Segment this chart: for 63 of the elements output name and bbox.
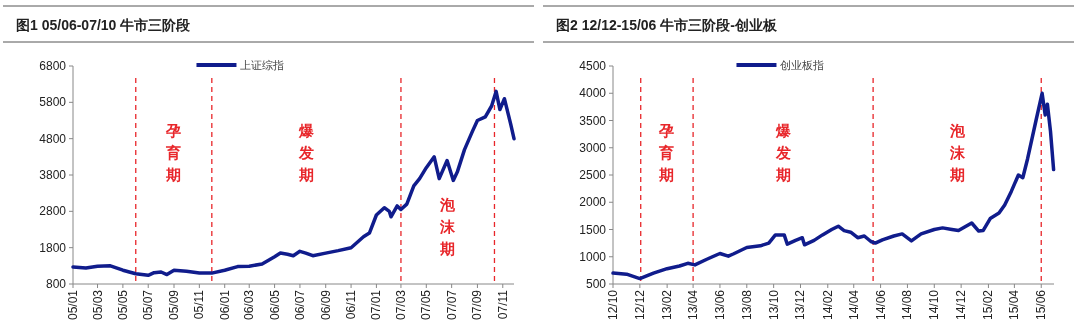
- x-tick-label: 13/08: [739, 289, 754, 321]
- chart-title: 图2 12/12-15/06 牛市三阶段-创业板: [556, 17, 778, 33]
- x-tick-label: 07/11: [495, 289, 510, 320]
- annotation: 爆发期: [774, 122, 792, 184]
- line-series: [71, 89, 516, 278]
- y-tick-label: 3500: [579, 113, 607, 128]
- y-tick-label: 4000: [579, 86, 607, 101]
- x-tick-label: 14/12: [954, 289, 969, 321]
- x-tick-label: 05/09: [167, 289, 181, 321]
- x-tick-label: 05/05: [115, 289, 130, 321]
- x-tick-label: 07/09: [470, 289, 485, 321]
- x-tick-label: 13/12: [793, 289, 808, 321]
- x-tick-label: 13/10: [766, 289, 781, 321]
- x-tick-label: 14/02: [820, 289, 835, 321]
- y-tick-label: 1800: [39, 240, 67, 255]
- x-tick-label: 06/05: [267, 289, 282, 321]
- line-series: [611, 91, 1056, 281]
- x-tick-label: 14/04: [846, 289, 861, 321]
- y-tick-label: 3000: [579, 140, 607, 155]
- chart-title: 图1 05/06-07/10 牛市三阶段: [16, 17, 192, 33]
- annotation: 孕育期: [658, 122, 675, 184]
- x-tick-label: 05/01: [66, 289, 80, 321]
- x-tick-label: 07/05: [419, 289, 434, 321]
- annotation: 泡沫期: [948, 122, 966, 184]
- x-tick-label: 06/03: [242, 289, 257, 321]
- x-tick-label: 05/11: [192, 289, 207, 320]
- x-tick-label: 05/07: [141, 289, 156, 321]
- annotation: 爆发期: [297, 122, 315, 184]
- y-tick-label: 1000: [579, 249, 607, 264]
- x-tick-label: 14/08: [900, 289, 915, 321]
- y-tick-label: 2800: [39, 204, 67, 219]
- x-tick-label: 06/11: [344, 289, 359, 320]
- y-tick-label: 2000: [579, 195, 607, 210]
- x-tick-label: 14/10: [927, 289, 942, 321]
- x-tick-label: 14/06: [873, 289, 888, 321]
- y-tick-label: 5800: [39, 95, 67, 110]
- x-tick-label: 13/02: [660, 289, 675, 321]
- x-tick-label: 12/10: [606, 289, 620, 321]
- annotation: 泡沫期: [439, 196, 457, 259]
- x-tick-label: 07/07: [444, 289, 459, 321]
- annotation: 孕育期: [165, 122, 182, 184]
- y-tick-label: 2500: [579, 168, 607, 182]
- x-tick-label: 07/03: [393, 289, 408, 321]
- x-tick-label: 15/04: [1007, 289, 1022, 321]
- y-tick-label: 1500: [579, 222, 607, 237]
- legend-label: 创业板指: [780, 59, 825, 72]
- x-tick-label: 07/01: [369, 289, 384, 321]
- y-tick-label: 3800: [39, 168, 67, 182]
- y-tick-label: 4800: [39, 131, 67, 146]
- y-tick-label: 4500: [579, 59, 607, 73]
- x-tick-label: 06/01: [217, 289, 232, 321]
- y-tick-label: 6800: [39, 59, 67, 73]
- x-tick-label: 13/04: [686, 289, 701, 321]
- legend-label: 上证综指: [240, 59, 285, 72]
- x-tick-label: 06/07: [292, 289, 307, 321]
- x-tick-label: 15/02: [981, 289, 996, 321]
- x-tick-label: 13/06: [712, 289, 727, 321]
- x-tick-label: 05/03: [90, 289, 105, 321]
- x-tick-label: 15/06: [1034, 289, 1049, 321]
- x-tick-label: 12/12: [632, 289, 647, 321]
- x-tick-label: 06/09: [318, 289, 333, 321]
- y-tick-label: 500: [585, 277, 607, 291]
- y-tick-label: 800: [45, 277, 67, 291]
